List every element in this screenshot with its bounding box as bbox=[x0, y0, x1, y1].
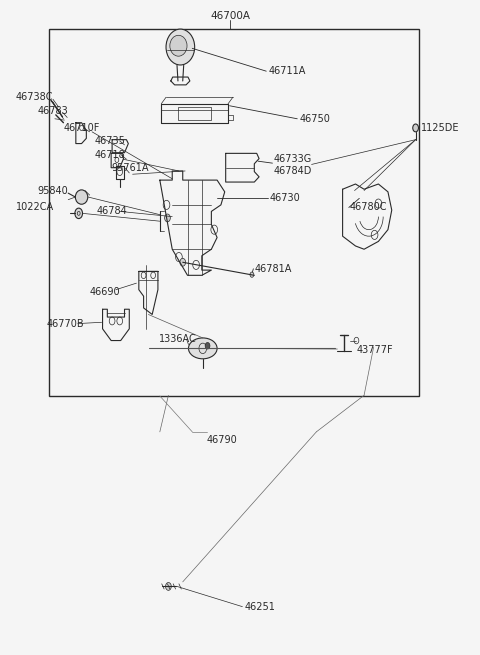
Bar bbox=[49, 29, 419, 396]
Bar bbox=[178, 107, 211, 120]
Text: 46711A: 46711A bbox=[269, 66, 306, 76]
Text: 46738C: 46738C bbox=[16, 92, 53, 102]
Text: 46770B: 46770B bbox=[47, 318, 84, 329]
Ellipse shape bbox=[170, 35, 187, 56]
Ellipse shape bbox=[189, 338, 217, 359]
Text: 46733G: 46733G bbox=[274, 154, 312, 164]
Text: 46251: 46251 bbox=[245, 602, 276, 612]
Circle shape bbox=[166, 582, 171, 590]
Text: 43777F: 43777F bbox=[357, 345, 394, 355]
Circle shape bbox=[180, 258, 186, 266]
Text: 46781A: 46781A bbox=[254, 264, 292, 274]
Text: 46710F: 46710F bbox=[63, 123, 100, 133]
Text: 46735: 46735 bbox=[95, 136, 125, 146]
Text: 46783: 46783 bbox=[37, 106, 68, 116]
Text: 46750: 46750 bbox=[300, 114, 331, 124]
Circle shape bbox=[205, 343, 210, 349]
Text: 46730: 46730 bbox=[270, 193, 300, 203]
Text: 1336AC: 1336AC bbox=[159, 334, 197, 345]
Ellipse shape bbox=[75, 190, 88, 204]
Text: 1022CA: 1022CA bbox=[16, 202, 54, 212]
Text: 1125DE: 1125DE bbox=[421, 123, 460, 133]
Text: 46784: 46784 bbox=[97, 206, 128, 216]
Circle shape bbox=[75, 208, 83, 219]
Text: 46700A: 46700A bbox=[210, 10, 251, 21]
Text: 46690: 46690 bbox=[90, 287, 120, 297]
Ellipse shape bbox=[166, 29, 195, 65]
Text: 95761A: 95761A bbox=[111, 163, 149, 174]
Circle shape bbox=[413, 124, 419, 132]
Text: 46790: 46790 bbox=[206, 435, 237, 445]
Text: 46718: 46718 bbox=[95, 150, 125, 160]
Text: 95840: 95840 bbox=[37, 185, 68, 196]
Circle shape bbox=[165, 214, 170, 222]
Text: 46784D: 46784D bbox=[274, 166, 312, 176]
Text: 46780C: 46780C bbox=[350, 202, 387, 212]
Circle shape bbox=[250, 272, 254, 277]
